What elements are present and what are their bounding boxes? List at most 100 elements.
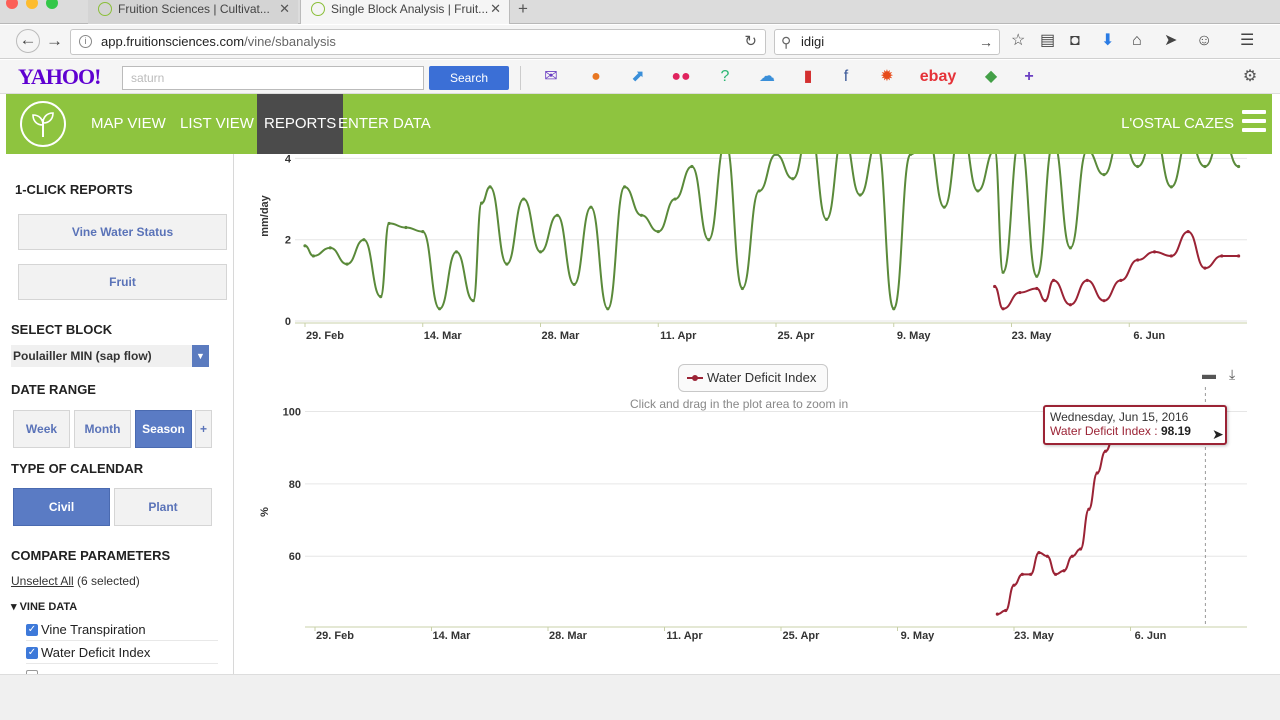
data-point bbox=[993, 284, 997, 289]
data-point bbox=[311, 254, 316, 258]
data-point bbox=[1102, 173, 1106, 177]
calendar-civil-button[interactable]: Civil bbox=[13, 488, 110, 526]
data-point bbox=[1012, 583, 1016, 587]
range-more-button[interactable]: + bbox=[195, 410, 212, 448]
home-icon[interactable]: ⌂ bbox=[1132, 32, 1142, 49]
bookmark-icon[interactable]: ▮ bbox=[803, 68, 813, 85]
data-point bbox=[379, 295, 383, 299]
back-arrow-icon[interactable]: ← bbox=[16, 29, 40, 53]
yahoo-toolbar: YAHOO! saturn Search ✉ ● ⬈ ●● ? ☁ ▮ f ✹ … bbox=[0, 60, 1280, 94]
select-block-heading: SELECT BLOCK bbox=[11, 322, 113, 337]
calendar-type-heading: TYPE OF CALENDAR bbox=[11, 461, 144, 476]
flickr-icon[interactable]: ●● bbox=[671, 68, 691, 85]
x-tick-label: 25. Apr bbox=[783, 630, 821, 642]
legend-water-deficit-index[interactable]: Water Deficit Index bbox=[678, 364, 828, 392]
yahoo-logo[interactable]: YAHOO! bbox=[18, 64, 101, 89]
close-tab-icon[interactable]: ✕ bbox=[279, 1, 290, 16]
basketball-icon[interactable]: ● bbox=[591, 68, 601, 85]
checkbox-checked-icon[interactable]: ✓ bbox=[26, 624, 38, 636]
browser-search-input[interactable]: ⚲ idigi → bbox=[774, 29, 1000, 55]
ebay-icon[interactable]: ebay bbox=[919, 68, 957, 85]
minimize-window-button[interactable] bbox=[26, 0, 38, 9]
url-bar[interactable]: i app.fruitionsciences.com/vine/sbanalys… bbox=[70, 29, 766, 55]
nav-map-view[interactable]: MAP VIEW bbox=[91, 115, 166, 132]
data-point bbox=[454, 250, 458, 254]
unselect-all-link[interactable]: Unselect All bbox=[11, 574, 74, 588]
maximize-window-button[interactable] bbox=[46, 0, 58, 9]
vine-data-group[interactable]: ▾ VINE DATA bbox=[11, 600, 77, 613]
answers-icon[interactable]: ? bbox=[720, 68, 730, 85]
nav-reports[interactable]: REPORTS bbox=[257, 94, 344, 154]
zoom-hint: Click and drag in the plot area to zoom … bbox=[630, 397, 849, 411]
x-tick-label: 28. Mar bbox=[549, 630, 588, 642]
parameter-row-partial[interactable] bbox=[26, 665, 218, 674]
forward-arrow-icon[interactable]: → bbox=[46, 31, 63, 50]
checkbox-checked-icon[interactable]: ✓ bbox=[26, 647, 38, 659]
data-point bbox=[1119, 278, 1123, 282]
y-tick-label: 100 bbox=[283, 406, 301, 418]
info-icon[interactable]: i bbox=[79, 35, 92, 48]
new-tab-button[interactable]: + bbox=[518, 0, 528, 18]
finance-chart-icon[interactable]: ⬈ bbox=[631, 68, 645, 85]
data-point bbox=[908, 154, 913, 156]
date-range-heading: DATE RANGE bbox=[11, 382, 96, 397]
checkbox-icon[interactable] bbox=[26, 670, 38, 674]
browser-tab-single-block[interactable]: Single Block Analysis | Fruit... ✕ bbox=[300, 0, 510, 24]
data-point bbox=[1020, 572, 1024, 576]
data-point bbox=[1018, 290, 1022, 295]
add-icon[interactable]: + bbox=[1024, 68, 1034, 85]
browser-nav-bar: ← → i app.fruitionsciences.com/vine/sban… bbox=[0, 25, 1280, 59]
facebook-icon[interactable]: f bbox=[843, 68, 849, 85]
chart-tooltip: Wednesday, Jun 15, 2016 Water Deficit In… bbox=[1043, 405, 1227, 445]
weather-icon[interactable]: ☁ bbox=[759, 68, 775, 85]
go-arrow-icon[interactable]: → bbox=[979, 34, 993, 50]
nav-list-view[interactable]: LIST VIEW bbox=[180, 115, 254, 132]
block-select[interactable]: Poulailler MIN (sap flow) ▼ bbox=[11, 345, 209, 367]
data-point bbox=[488, 185, 492, 189]
close-window-button[interactable] bbox=[6, 0, 18, 9]
mail-icon[interactable]: ✉ bbox=[544, 68, 558, 85]
menu-icon[interactable]: ☰ bbox=[1240, 32, 1255, 49]
browser-tab-cultivation[interactable]: Fruition Sciences | Cultivat... ✕ bbox=[88, 0, 298, 24]
account-name[interactable]: L'OSTAL CAZES bbox=[1121, 115, 1234, 132]
parameter-label: Vine Transpiration bbox=[41, 622, 146, 637]
parameter-row[interactable]: ✓ Vine Transpiration bbox=[26, 619, 218, 641]
pocket-icon[interactable]: ◘ bbox=[1070, 32, 1080, 49]
sun-icon[interactable]: ✹ bbox=[880, 68, 894, 85]
x-tick-label: 9. May bbox=[897, 330, 932, 342]
data-point bbox=[538, 250, 543, 254]
yahoo-search-button[interactable]: Search bbox=[429, 66, 509, 90]
range-month-button[interactable]: Month bbox=[74, 410, 131, 448]
data-point bbox=[1068, 246, 1072, 250]
tag-icon[interactable]: ◆ bbox=[984, 68, 998, 85]
download-icon[interactable]: ⬇ bbox=[1101, 32, 1115, 49]
data-point bbox=[1051, 278, 1056, 282]
data-point bbox=[1085, 278, 1089, 282]
yahoo-search-input[interactable]: saturn bbox=[122, 66, 424, 90]
fruit-button[interactable]: Fruit bbox=[18, 264, 227, 300]
data-point bbox=[1103, 449, 1108, 453]
download-chart-icon[interactable]: ⤓ bbox=[1229, 366, 1236, 382]
reload-icon[interactable]: ↻ bbox=[744, 33, 757, 50]
close-tab-icon[interactable]: ✕ bbox=[490, 1, 501, 16]
data-point bbox=[1004, 608, 1008, 613]
smiley-icon[interactable]: ☺ bbox=[1196, 32, 1213, 49]
reading-list-icon[interactable]: ▤ bbox=[1040, 32, 1056, 49]
parameter-row[interactable]: ✓ Water Deficit Index bbox=[26, 642, 218, 664]
charts-panel: 0 2 4 29. Feb 14. Mar 28. Mar 11. Apr 25. Apr 9.… bbox=[235, 154, 1272, 674]
calendar-plant-button[interactable]: Plant bbox=[114, 488, 212, 526]
hamburger-menu-icon[interactable] bbox=[1242, 110, 1266, 136]
settings-gear-icon[interactable]: ⚙ bbox=[1242, 68, 1258, 85]
y-tick-label: 80 bbox=[289, 479, 301, 491]
chevron-down-icon[interactable]: ▼ bbox=[192, 345, 209, 367]
tab-title: Single Block Analysis | Fruit... bbox=[331, 2, 489, 16]
bookmark-star-icon[interactable]: ☆ bbox=[1011, 32, 1026, 49]
print-icon[interactable]: ▬ bbox=[1202, 366, 1216, 382]
range-week-button[interactable]: Week bbox=[13, 410, 70, 448]
data-point bbox=[1029, 572, 1033, 576]
range-season-button[interactable]: Season bbox=[135, 410, 192, 448]
vine-water-status-button[interactable]: Vine Water Status bbox=[18, 214, 227, 250]
nav-enter-data[interactable]: ENTER DATA bbox=[338, 115, 431, 132]
fruition-logo[interactable] bbox=[20, 101, 66, 147]
send-icon[interactable]: ➤ bbox=[1164, 32, 1178, 49]
